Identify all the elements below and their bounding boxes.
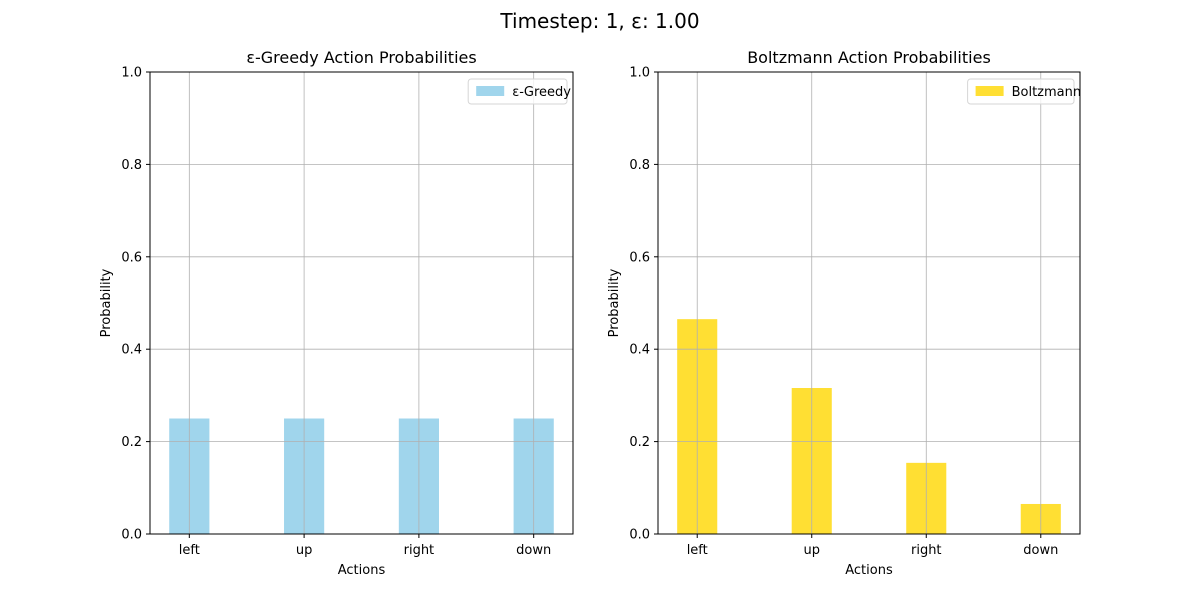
y-tick-label: 0.4: [121, 343, 142, 358]
x-tick-label: down: [1023, 543, 1058, 558]
legend: Boltzmann: [967, 78, 1082, 105]
legend-label: ε-Greedy: [512, 85, 571, 100]
y-axis-label: Probability: [607, 268, 622, 337]
x-axis-label: Actions: [338, 563, 386, 578]
x-tick-label: right: [404, 543, 435, 558]
x-axis-label: Actions: [845, 563, 893, 578]
y-tick-label: 0.4: [629, 343, 650, 358]
x-tick-label: up: [296, 543, 313, 558]
y-tick-label: 0.0: [629, 528, 650, 543]
axes-title: ε-Greedy Action Probabilities: [246, 48, 476, 67]
chart-panel-2: 0.0 0.2 0.4 0.6 0.8 1.0 left up right down Actions…: [607, 48, 1081, 578]
axes-frame: [149, 71, 574, 535]
y-axis-label: Probability: [99, 268, 114, 337]
axes-frame: [657, 71, 1081, 535]
y-tick-label: 0.0: [121, 528, 142, 543]
legend-swatch: [975, 86, 1004, 96]
axes-title: Boltzmann Action Probabilities: [747, 48, 991, 67]
legend-label: Boltzmann: [1012, 85, 1082, 100]
legend-box: [967, 78, 1075, 105]
y-tick-label: 0.8: [121, 158, 142, 173]
x-tick-label: down: [516, 543, 551, 558]
x-tick-label: right: [911, 543, 942, 558]
y-tick-label: 0.6: [629, 250, 650, 265]
x-tick-label: left: [687, 543, 708, 558]
figure-suptitle: Timestep: 1, ε: 1.00: [499, 9, 699, 33]
x-tick-label: left: [179, 543, 200, 558]
legend-box: [467, 78, 568, 105]
y-tick-label: 1.0: [121, 66, 142, 81]
chart-panel-1: 0.0 0.2 0.4 0.6 0.8 1.0 left up right down Actions…: [99, 48, 574, 578]
x-tick-label: up: [803, 543, 820, 558]
legend: ε-Greedy: [467, 78, 571, 105]
y-tick-label: 0.2: [629, 435, 650, 450]
y-tick-label: 0.2: [121, 435, 142, 450]
y-tick-label: 0.6: [121, 250, 142, 265]
legend-swatch: [476, 86, 505, 96]
y-tick-label: 1.0: [629, 66, 650, 81]
y-tick-label: 0.8: [629, 158, 650, 173]
